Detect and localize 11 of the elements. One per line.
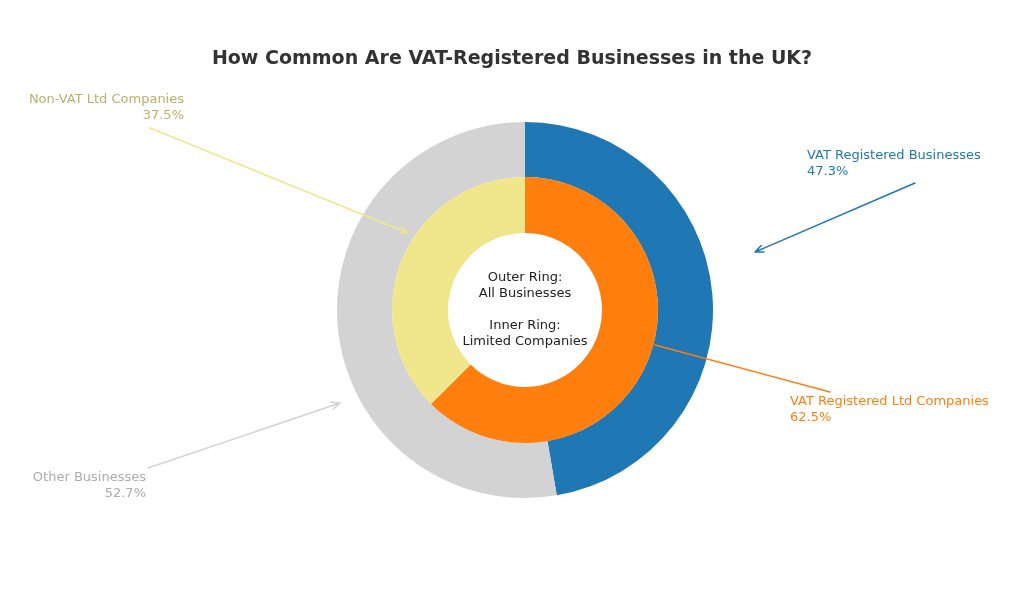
slice-label: VAT Registered Businesses (807, 147, 981, 163)
text: Outer Ring: All Businesses (478, 269, 572, 301)
slice-label: Other Businesses (32, 469, 147, 485)
chart-title: How Common Are VAT-Registered Businesses in the UK? (210, 46, 814, 68)
slice-label: VAT Registered Ltd Companies (790, 393, 990, 409)
slice-label: Non-VAT Ltd Companies (28, 91, 185, 107)
data-label: 52.7% (104, 485, 146, 501)
data-label: 47.3% (807, 163, 849, 179)
data-label: 37.5% (142, 107, 184, 123)
text: Inner Ring: Limited Companies (462, 317, 588, 349)
data-label: 62.5% (790, 409, 832, 425)
